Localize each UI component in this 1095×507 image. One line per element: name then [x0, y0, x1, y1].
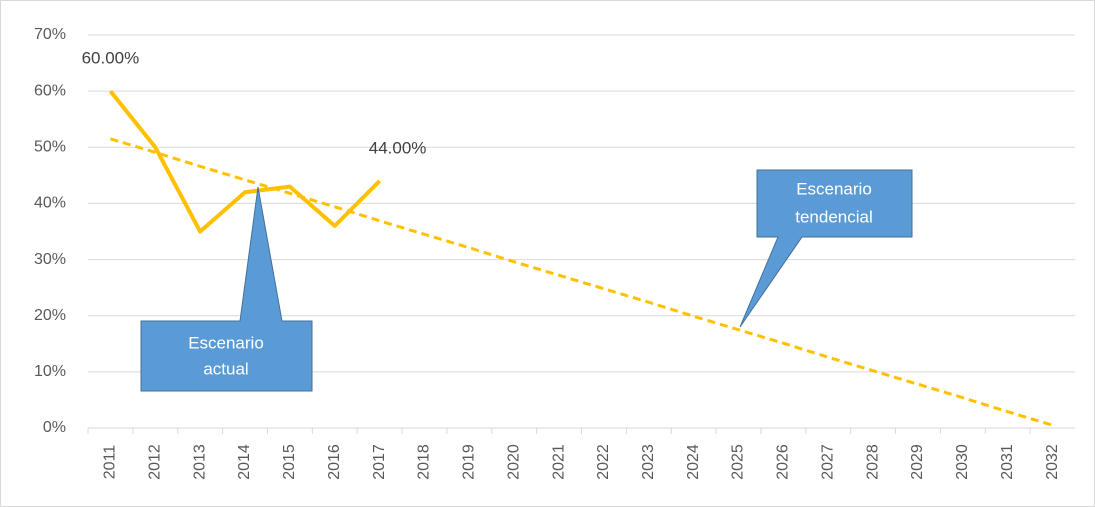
- y-tick-label: 40%: [34, 195, 66, 212]
- y-tick-label: 70%: [34, 26, 66, 43]
- x-tick-label: 2030: [954, 444, 971, 480]
- callout-trend: [739, 169, 913, 328]
- y-tick-label: 50%: [34, 139, 66, 156]
- x-tick-label: 2015: [281, 444, 298, 480]
- y-tick-label: 30%: [34, 251, 66, 268]
- trend-line: [110, 137, 1054, 427]
- annotation-line: Escenario: [188, 333, 264, 352]
- x-tick-label: 2017: [371, 444, 388, 480]
- x-tick-label: 2031: [999, 444, 1016, 480]
- x-tick-label: 2013: [191, 444, 208, 480]
- x-tick-label: 2022: [595, 444, 612, 480]
- data-line: [108, 89, 382, 234]
- y-tick-label: 20%: [34, 307, 66, 324]
- annotation-line: actual: [203, 359, 248, 378]
- x-tick-label: 2023: [640, 444, 657, 480]
- x-tick-label: 2024: [685, 444, 702, 480]
- x-tick-label: 2020: [505, 444, 522, 480]
- grid: 0% 10% 20% 30% 40% 50% 60% 70% 2011 2012 2013 2014 2…: [34, 26, 1075, 480]
- marks: 60.00% 44.00%: [82, 49, 1054, 427]
- annotations: Escenario actual Escenario tendencial: [140, 169, 913, 392]
- annotation-line: tendencial: [795, 207, 873, 226]
- x-tick-label: 2018: [416, 444, 433, 480]
- y-tick-label: 60%: [34, 82, 66, 99]
- x-tick-label: 2012: [147, 444, 164, 480]
- data-label: 44.00%: [369, 138, 427, 157]
- callout-actual: [140, 186, 313, 392]
- x-tick-label: 2028: [864, 444, 881, 480]
- x-tick-label: 2029: [909, 444, 926, 480]
- x-tick-label: 2032: [1044, 444, 1061, 480]
- x-tick-label: 2027: [819, 444, 836, 480]
- x-tick-label: 2026: [775, 444, 792, 480]
- x-tick-label: 2025: [730, 444, 747, 480]
- x-tick-label: 2011: [102, 445, 119, 480]
- annotation-line: Escenario: [796, 179, 872, 198]
- y-tick-label: 0%: [43, 419, 66, 436]
- x-tick-label: 2021: [550, 444, 567, 480]
- x-tick-label: 2016: [326, 444, 343, 480]
- y-tick-label: 10%: [34, 363, 66, 380]
- x-tick-label: 2014: [236, 444, 253, 480]
- x-tick-label: 2019: [461, 444, 478, 480]
- data-label: 60.00%: [82, 49, 140, 68]
